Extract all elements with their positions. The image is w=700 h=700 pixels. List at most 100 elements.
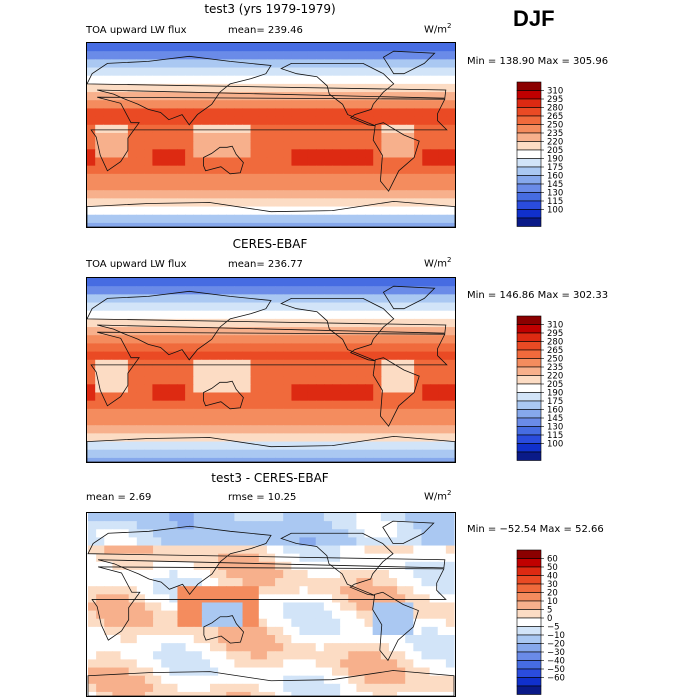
field-cell (185, 182, 194, 191)
field-cell (193, 165, 203, 175)
field-cell (340, 43, 350, 52)
field-cell (193, 351, 203, 361)
field-cell (88, 553, 97, 563)
field-cell (169, 513, 179, 522)
field-cell (169, 545, 179, 555)
field-cell (283, 59, 293, 69)
field-cell (397, 182, 407, 191)
field-cell (258, 302, 268, 312)
field-cell (397, 384, 407, 394)
colorbar-tick-label: 145 (547, 414, 563, 424)
field-cell (340, 578, 349, 587)
field-cell (437, 643, 447, 652)
field-cell (144, 124, 154, 134)
field-cell (380, 618, 390, 628)
field-cell (185, 643, 195, 652)
field-cell (283, 278, 293, 287)
field-cell (324, 327, 333, 336)
field-cell (234, 198, 243, 208)
field-cell (258, 294, 268, 304)
field-cell (152, 173, 162, 183)
field-cell (111, 400, 121, 410)
field-cell (119, 149, 129, 159)
field-cell (266, 578, 276, 587)
field-cell (111, 327, 121, 336)
field-cell (201, 635, 211, 644)
field-cell (242, 278, 252, 287)
field-cell (381, 417, 391, 426)
field-layer (88, 513, 455, 696)
field-cell (127, 400, 137, 410)
field-cell (364, 626, 374, 636)
field-cell (332, 367, 342, 377)
field-cell (389, 157, 399, 167)
field-cell (136, 683, 146, 693)
field-cell (405, 586, 414, 595)
field-cell (373, 367, 382, 377)
field-cell (217, 367, 227, 377)
field-cell (209, 116, 219, 126)
field-cell (242, 594, 252, 604)
coastline (90, 96, 448, 172)
field-cell (397, 392, 407, 402)
field-cell (283, 569, 292, 579)
field-cell (315, 384, 325, 394)
field-cell (307, 302, 317, 312)
field-cell (160, 173, 170, 183)
field-cell (128, 561, 138, 571)
field-cell (356, 359, 366, 369)
field-cell (242, 392, 252, 402)
field-cell (348, 302, 358, 312)
field-cell (266, 569, 276, 579)
field-cell (446, 214, 455, 224)
field-cell (430, 43, 440, 52)
field-cell (136, 594, 146, 604)
field-cell (356, 602, 366, 612)
field-cell (266, 400, 276, 410)
field-cell (104, 594, 113, 604)
field-cell (266, 278, 276, 287)
field-cell (144, 586, 154, 595)
panel3-mean: mean = 2.69 (86, 492, 152, 503)
field-cell (201, 132, 211, 142)
field-cell (242, 51, 252, 60)
field-cell (438, 343, 448, 353)
field-cell (372, 545, 382, 555)
field-cell (414, 310, 423, 320)
field-cell (275, 425, 284, 434)
field-cell (127, 116, 137, 126)
field-cell (307, 626, 317, 636)
colorbar-swatch (516, 158, 542, 168)
field-cell (283, 618, 292, 628)
field-cell (438, 222, 448, 227)
field-cell (177, 569, 187, 579)
field-cell (299, 83, 309, 93)
field-cell (438, 67, 448, 77)
field-cell (234, 141, 243, 150)
field-cell (323, 635, 333, 644)
field-cell (422, 116, 432, 126)
field-cell (160, 108, 170, 118)
field-cell (372, 586, 382, 595)
field-cell (119, 449, 129, 459)
field-cell (127, 83, 137, 93)
field-cell (356, 691, 366, 696)
field-cell (315, 165, 325, 175)
field-cell (275, 165, 284, 175)
field-cell (144, 182, 154, 191)
field-cell (193, 392, 203, 402)
field-cell (250, 545, 260, 555)
colorbar-swatch (516, 626, 542, 636)
field-cell (291, 400, 301, 410)
field-cell (414, 408, 423, 418)
field-cell (218, 626, 227, 636)
field-cell (422, 165, 432, 175)
field-cell (446, 83, 455, 93)
field-cell (250, 124, 260, 134)
field-cell (96, 537, 105, 547)
field-cell (185, 425, 194, 434)
field-cell (136, 124, 145, 134)
field-cell (283, 586, 292, 595)
colorbar-swatch (516, 409, 542, 419)
field-cell (315, 318, 325, 328)
